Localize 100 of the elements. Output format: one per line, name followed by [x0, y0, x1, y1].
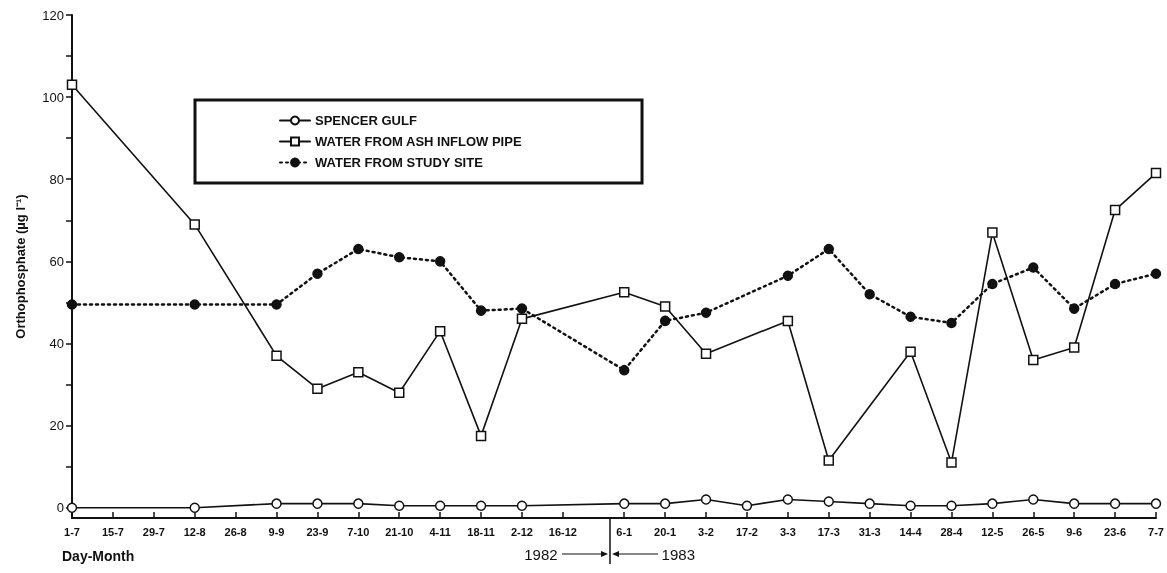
point [271, 299, 282, 310]
point [189, 502, 200, 513]
point [516, 313, 528, 325]
x-tick-label: 17-2 [735, 525, 758, 538]
x-tick-label: 12-5 [981, 525, 1004, 538]
point [1150, 167, 1162, 179]
point [1068, 303, 1080, 314]
point [618, 286, 630, 298]
point [618, 498, 630, 509]
x-tick-label: 18-11 [467, 525, 495, 538]
text: 1983 [661, 545, 695, 563]
point [312, 268, 323, 279]
x-tick-label: 21-10 [385, 525, 414, 538]
point [823, 243, 834, 255]
x-tick-label: 16-12 [548, 525, 577, 538]
x-tick-label: 9-9 [268, 525, 285, 538]
x-tick-label: 23-6 [1104, 525, 1127, 538]
point [659, 315, 671, 327]
x-tick-label: 23-9 [306, 525, 329, 538]
point [312, 383, 323, 394]
legend-label: SPENCER GULF [315, 113, 417, 128]
point [1109, 278, 1121, 290]
point [1028, 494, 1039, 505]
point [1150, 498, 1162, 509]
point [271, 350, 282, 362]
point [394, 500, 405, 511]
point [741, 500, 753, 511]
point [353, 498, 364, 509]
point [1109, 498, 1121, 509]
x-tick-label: 31-3 [858, 525, 881, 538]
point [823, 455, 834, 466]
point [189, 219, 200, 230]
point [782, 270, 794, 281]
legend-label: WATER FROM STUDY SITE [315, 155, 484, 170]
y-tick-label: 100 [42, 89, 64, 105]
point [189, 299, 200, 310]
x-tick-label: 26-5 [1022, 525, 1045, 538]
point [1068, 342, 1080, 353]
point [1028, 262, 1039, 273]
point [66, 79, 78, 91]
x-tick-label: 3-3 [779, 525, 796, 538]
x-tick-label: 28-4 [940, 525, 964, 538]
point [1109, 204, 1121, 216]
y-tick-label: 60 [49, 253, 64, 269]
point [1150, 268, 1162, 279]
y-axis-title: Orthophosphate (µg l⁻¹) [13, 194, 28, 339]
point [946, 500, 957, 511]
point [312, 498, 323, 509]
point [823, 496, 834, 507]
point [905, 311, 916, 323]
point [353, 243, 364, 255]
point [271, 498, 282, 509]
point [66, 299, 78, 310]
x-tick-label: 14-4 [899, 525, 923, 538]
x-tick-label: 6-1 [616, 525, 633, 538]
point [700, 307, 712, 318]
point [618, 364, 630, 376]
point [394, 252, 405, 263]
x-tick-label: 7-10 [347, 525, 370, 538]
point [516, 303, 528, 314]
point [864, 288, 875, 300]
point [782, 315, 794, 327]
point [987, 227, 998, 238]
x-tick-label: 12-8 [183, 525, 206, 538]
point [946, 317, 957, 329]
x-tick-label: 29-7 [142, 525, 165, 538]
point [434, 256, 446, 267]
x-tick-label: 20-1 [654, 525, 677, 538]
point [516, 500, 528, 511]
point [475, 430, 487, 442]
point [987, 498, 998, 509]
point [353, 366, 364, 378]
point [782, 494, 794, 505]
y-tick-label: 40 [49, 335, 64, 351]
point [659, 498, 671, 509]
point [1068, 498, 1080, 509]
point [1028, 354, 1039, 366]
x-tick-label: 26-8 [224, 525, 247, 538]
x-tick-label: 2-12 [510, 525, 533, 538]
point [987, 278, 998, 290]
point [475, 305, 487, 316]
y-tick-label: 80 [49, 171, 64, 187]
x-tick-label: 9-6 [1066, 525, 1083, 538]
x-tick-label: 4-11 [429, 525, 451, 538]
point [905, 346, 916, 357]
point [700, 348, 712, 360]
x-axis-title: Day-Month [62, 548, 135, 564]
text: 1982 [524, 545, 558, 563]
x-tick-label: 15-7 [101, 525, 124, 538]
x-tick-label: 3-2 [698, 525, 714, 538]
point [905, 500, 916, 511]
point [700, 494, 712, 505]
point [946, 457, 957, 468]
x-tick-label: 1-7 [64, 525, 80, 538]
x-tick-label: 17-3 [817, 525, 840, 538]
y-tick-label: 120 [42, 7, 64, 23]
point [864, 498, 875, 509]
point [394, 387, 405, 399]
point [659, 301, 671, 312]
x-tick-label: 7-7 [1148, 525, 1164, 538]
